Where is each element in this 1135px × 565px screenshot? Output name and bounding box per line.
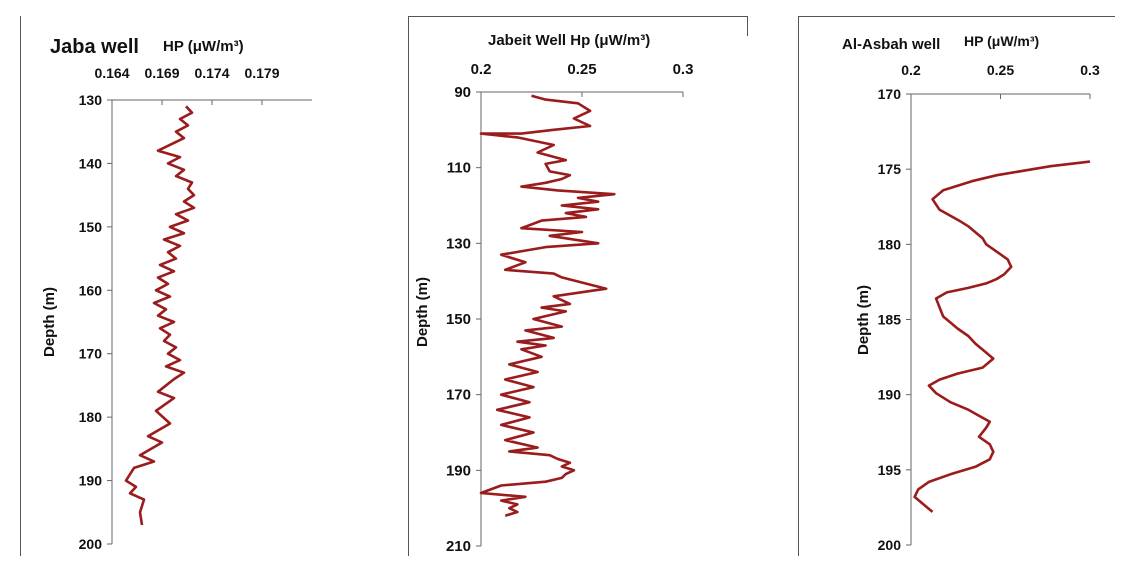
hp-depth-series-line bbox=[479, 94, 616, 517]
chart-title: Jabeit Well Hp (μW/m³) bbox=[488, 32, 650, 49]
panel-frame-left bbox=[408, 16, 409, 556]
chart-title: Al-Asbah well bbox=[842, 36, 940, 53]
panel-frame-top bbox=[408, 16, 748, 17]
x-tick-label: 0.2 bbox=[901, 62, 921, 78]
x-tick-label: 0.174 bbox=[194, 65, 229, 81]
panel-frame-left bbox=[798, 16, 799, 556]
y-tick-label: 180 bbox=[79, 409, 103, 425]
jabeit-well-panel: 0.2 0.25 0.3 90 110 130 150 170 190 210 Jabeit Wel… bbox=[408, 0, 748, 565]
jaba-well-panel: 0.164 0.169 0.174 0.179 130 140 150 160 170 180 19… bbox=[20, 0, 370, 565]
jabeit-well-chart: 0.2 0.25 0.3 90 110 130 150 170 190 210 Jabeit Wel… bbox=[414, 32, 694, 555]
y-tick-label: 180 bbox=[878, 236, 902, 252]
y-tick-label: 190 bbox=[878, 387, 902, 403]
y-tick-label: 130 bbox=[79, 92, 103, 108]
y-tick-label: 195 bbox=[878, 462, 902, 478]
panel-frame-right bbox=[747, 16, 748, 36]
y-tick-label: 190 bbox=[446, 462, 471, 479]
y-tick-label: 190 bbox=[79, 473, 103, 489]
y-tick-label: 140 bbox=[79, 155, 103, 171]
y-tick-label: 170 bbox=[878, 86, 902, 102]
hp-depth-series-line bbox=[124, 105, 196, 526]
al-asbah-well-panel: 0.2 0.25 0.3 170 175 180 185 190 195 200 Al-Asbah … bbox=[798, 0, 1115, 565]
y-tick-label: 150 bbox=[446, 311, 471, 328]
y-tick-label: 170 bbox=[446, 387, 471, 404]
y-tick-label: 150 bbox=[79, 219, 103, 235]
y-axis-label: Depth (m) bbox=[414, 277, 431, 347]
y-tick-label: 170 bbox=[79, 346, 103, 362]
hp-depth-series-line bbox=[913, 160, 1091, 513]
x-tick-label: 0.169 bbox=[144, 65, 179, 81]
y-tick-label: 175 bbox=[878, 161, 902, 177]
chart-title: Jaba well bbox=[50, 36, 139, 58]
x-tick-label: 0.2 bbox=[471, 61, 492, 78]
x-tick-label: 0.25 bbox=[567, 61, 596, 78]
x-axis-label: HP (μW/m³) bbox=[964, 33, 1039, 49]
x-tick-label: 0.3 bbox=[673, 61, 694, 78]
x-tick-label: 0.179 bbox=[244, 65, 279, 81]
y-axis-label: Depth (m) bbox=[41, 287, 58, 357]
y-tick-label: 90 bbox=[454, 84, 471, 101]
y-tick-label: 110 bbox=[447, 160, 471, 177]
y-tick-label: 200 bbox=[878, 537, 902, 553]
y-tick-label: 210 bbox=[446, 538, 471, 555]
x-tick-label: 0.164 bbox=[94, 65, 129, 81]
y-tick-label: 130 bbox=[446, 235, 471, 252]
y-axis-label: Depth (m) bbox=[855, 285, 872, 355]
x-tick-label: 0.25 bbox=[987, 62, 1014, 78]
y-tick-label: 160 bbox=[79, 282, 103, 298]
x-tick-label: 0.3 bbox=[1080, 62, 1100, 78]
y-tick-label: 185 bbox=[878, 312, 902, 328]
y-tick-label: 200 bbox=[79, 536, 103, 552]
panel-frame-left bbox=[20, 16, 21, 556]
jaba-well-chart: 0.164 0.169 0.174 0.179 130 140 150 160 170 180 19… bbox=[41, 36, 312, 552]
al-asbah-well-chart: 0.2 0.25 0.3 170 175 180 185 190 195 200 Al-Asbah … bbox=[842, 33, 1100, 553]
x-axis-label: HP (μW/m³) bbox=[163, 38, 244, 55]
panel-frame-top bbox=[798, 16, 1115, 17]
